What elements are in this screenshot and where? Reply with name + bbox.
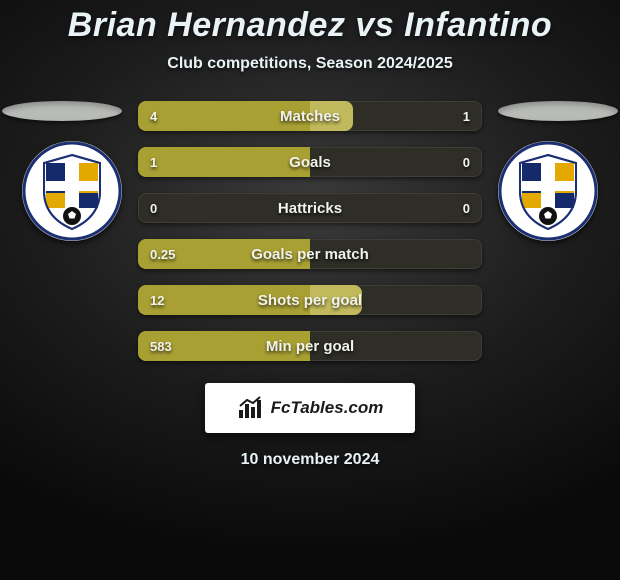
- stat-row: Matches41: [138, 101, 482, 131]
- brand-text: FcTables.com: [271, 398, 384, 418]
- stat-value-left: 0: [150, 193, 157, 223]
- stat-value-left: 4: [150, 101, 157, 131]
- player-left-column: [2, 101, 122, 241]
- stat-row: Shots per goal12: [138, 285, 482, 315]
- comparison-layout: Matches41Goals10Hattricks00Goals per mat…: [0, 101, 620, 361]
- stat-value-right: 1: [463, 101, 470, 131]
- page-title: Brian Hernandez vs Infantino: [0, 6, 620, 45]
- player-right-crest: [498, 141, 598, 241]
- stat-value-right: 0: [463, 147, 470, 177]
- stat-value-right: 0: [463, 193, 470, 223]
- page-subtitle: Club competitions, Season 2024/2025: [0, 55, 620, 73]
- brand-badge: FcTables.com: [205, 383, 415, 433]
- player-right-name-pill: [498, 101, 618, 121]
- stat-row: Goals10: [138, 147, 482, 177]
- brand-chart-icon: [237, 396, 265, 420]
- stat-row: Min per goal583: [138, 331, 482, 361]
- player-right-column: [498, 101, 618, 241]
- player-left-name-pill: [2, 101, 122, 121]
- stat-value-left: 583: [150, 331, 172, 361]
- stat-value-left: 12: [150, 285, 164, 315]
- date-label: 10 november 2024: [0, 451, 620, 469]
- stat-row: Hattricks00: [138, 193, 482, 223]
- stat-row: Goals per match0.25: [138, 239, 482, 269]
- comparison-container: Brian Hernandez vs Infantino Club compet…: [0, 0, 620, 580]
- stat-value-left: 1: [150, 147, 157, 177]
- stat-bars: Matches41Goals10Hattricks00Goals per mat…: [138, 101, 482, 361]
- stat-value-left: 0.25: [150, 239, 175, 269]
- player-left-crest: [22, 141, 122, 241]
